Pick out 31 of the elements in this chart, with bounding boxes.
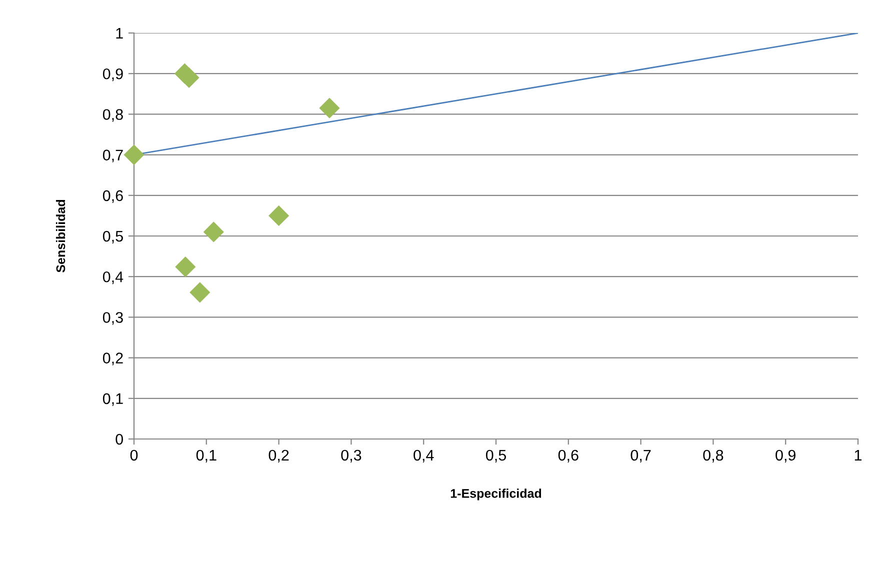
- y-tick-label: 0,6: [102, 190, 123, 203]
- point: [124, 144, 144, 166]
- y-tick-label: 0: [116, 434, 123, 445]
- point: [175, 256, 196, 278]
- point: [268, 205, 290, 226]
- y-tick-label: 0,1: [102, 393, 123, 406]
- y-tick-label: 0,4: [102, 271, 124, 284]
- y-tick-label: 0,9: [102, 68, 123, 82]
- point: [203, 222, 224, 242]
- y-tick-label: 0,7: [102, 150, 123, 162]
- point: [319, 98, 340, 118]
- x-tick-label: 0,9: [776, 450, 796, 462]
- x-tick-label: 0,3: [341, 450, 362, 462]
- y-tick-label: 0,8: [102, 109, 123, 122]
- y-tick-label: 0,2: [102, 352, 123, 366]
- y-tick-label: 0,5: [102, 230, 123, 244]
- x-axis-title: 1-Especificidad: [450, 488, 542, 500]
- x-tick-label: 1: [854, 450, 862, 460]
- point: [190, 282, 210, 303]
- x-tick-label: 0,1: [196, 450, 216, 462]
- x-tick-label: 0,5: [486, 450, 506, 462]
- x-tick-label: 0,4: [414, 450, 434, 462]
- x-tick-label: 0,6: [558, 450, 578, 462]
- x-tick-label: 0: [130, 450, 138, 461]
- y-tick-label: 0,3: [102, 312, 123, 325]
- x-tick-label: 0,2: [268, 450, 289, 462]
- x-tick-label: 0,7: [630, 450, 651, 462]
- y-axis-title: Sensibilidad: [56, 200, 66, 272]
- point: [178, 67, 200, 88]
- y-tick-label: 1: [116, 28, 123, 39]
- x-tick-label: 0,8: [703, 450, 724, 462]
